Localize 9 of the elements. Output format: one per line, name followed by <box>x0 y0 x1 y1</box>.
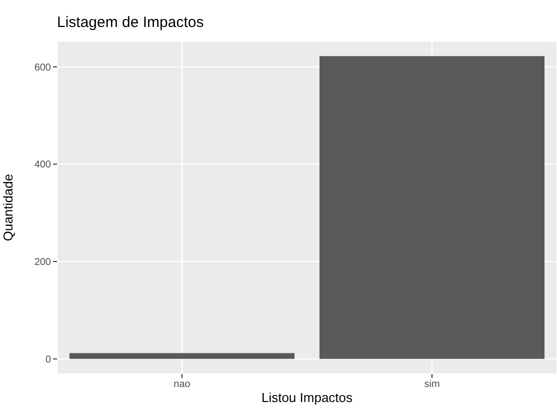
chart-title: Listagem de Impactos <box>57 14 204 31</box>
y-tick-label: 600 <box>34 62 52 74</box>
x-axis-title: Listou Impactos <box>261 390 354 405</box>
y-tick-label: 200 <box>34 257 52 268</box>
y-axis-title: Quantidade <box>0 174 16 242</box>
y-tick-label: 0 <box>45 354 52 366</box>
y-tick-label: 400 <box>34 160 52 171</box>
x-tick-label: nao <box>174 379 191 390</box>
x-tick-label: sim <box>424 379 440 390</box>
